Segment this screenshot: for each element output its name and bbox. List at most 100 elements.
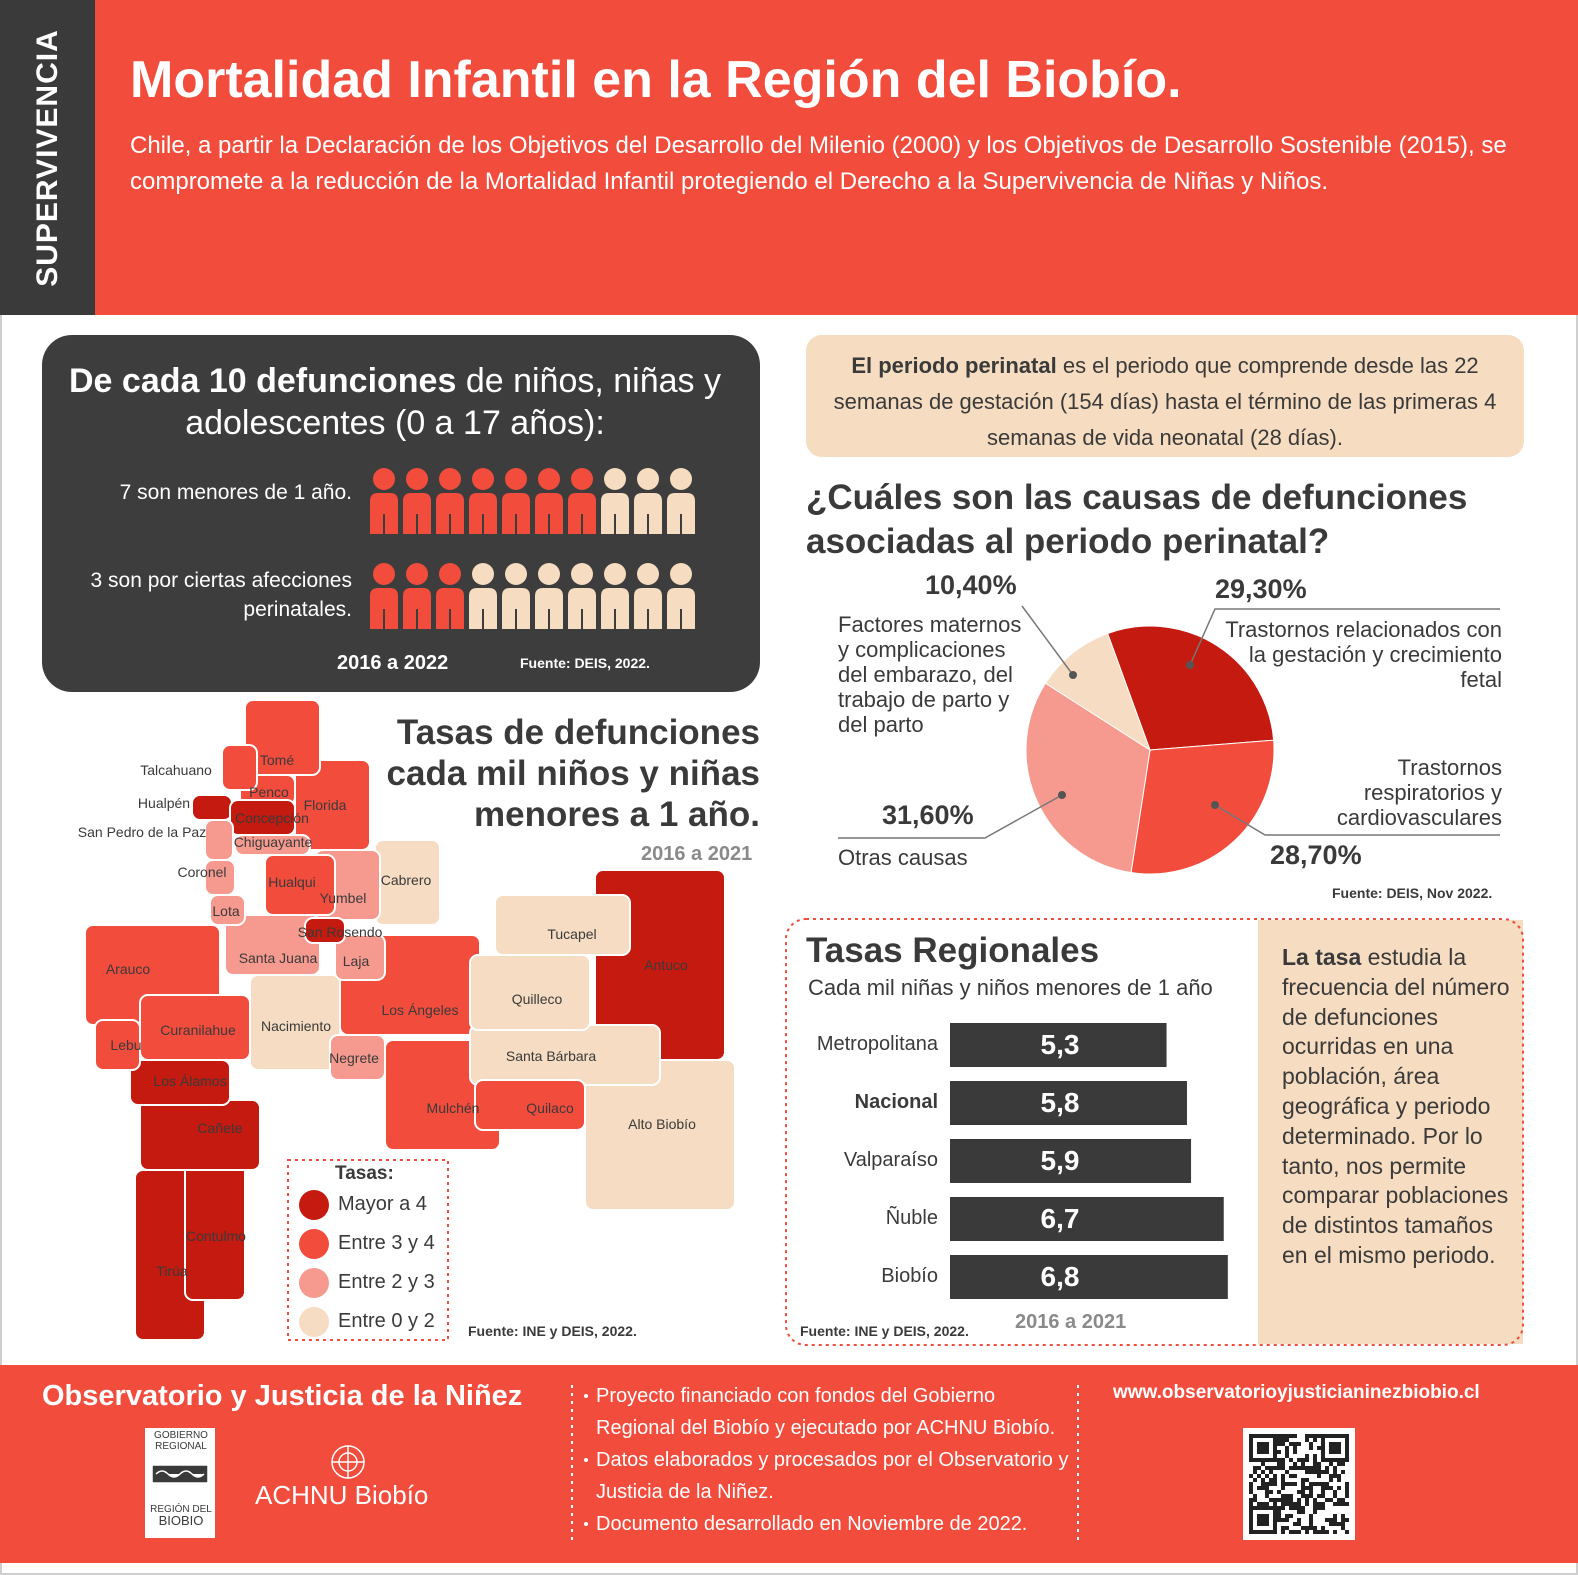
person-body bbox=[535, 493, 563, 534]
commune-label: Los Ángeles bbox=[381, 1002, 459, 1018]
qr-cell bbox=[1281, 1466, 1285, 1470]
bar-value-label: 5,9 bbox=[1040, 1145, 1080, 1176]
qr-cell bbox=[1321, 1506, 1325, 1510]
commune-label: Quilaco bbox=[526, 1100, 574, 1116]
commune-area bbox=[334, 934, 386, 981]
regional-box bbox=[785, 918, 1524, 1346]
qr-cell bbox=[1337, 1478, 1341, 1482]
rate-note-bold: La tasa bbox=[1282, 944, 1362, 970]
qr-cell bbox=[1269, 1498, 1273, 1502]
qr-cell bbox=[1333, 1470, 1337, 1474]
qr-cell bbox=[1305, 1494, 1309, 1498]
qr-cell bbox=[1341, 1518, 1345, 1522]
deaths-period: 2016 a 2022 bbox=[337, 652, 449, 674]
qr-cell bbox=[1293, 1530, 1297, 1534]
qr-cell bbox=[1277, 1458, 1281, 1462]
commune-label: Penco bbox=[249, 784, 289, 800]
person-icon bbox=[601, 468, 629, 534]
person-icon bbox=[667, 468, 695, 534]
footer-note: Documento desarrollado en Noviembre de 2… bbox=[584, 1508, 1076, 1540]
qr-cell bbox=[1313, 1462, 1317, 1466]
qr-cell bbox=[1257, 1466, 1261, 1470]
qr-cell bbox=[1321, 1470, 1325, 1474]
commune-label: San Rosendo bbox=[297, 924, 383, 940]
qr-cell bbox=[1309, 1518, 1313, 1522]
qr-cell bbox=[1313, 1506, 1317, 1510]
pie-title: ¿Cuáles son las causas de defunciones as… bbox=[806, 478, 1468, 561]
qr-cell bbox=[1297, 1510, 1301, 1514]
qr-cell bbox=[1309, 1446, 1313, 1450]
qr-cell bbox=[1345, 1494, 1349, 1498]
footer-note: Proyecto financiado con fondos del Gobie… bbox=[584, 1380, 1076, 1444]
pie-value-label: 28,70% bbox=[1270, 840, 1362, 870]
qr-cell bbox=[1309, 1514, 1313, 1518]
pie-value-label: 10,40% bbox=[925, 570, 1017, 600]
qr-cell bbox=[1265, 1482, 1269, 1486]
gov-logo-line: GOBIERNO bbox=[154, 1430, 208, 1441]
commune-area bbox=[329, 1034, 386, 1081]
qr-cell bbox=[1337, 1522, 1341, 1526]
un-emblem bbox=[331, 1445, 365, 1479]
qr-cell bbox=[1305, 1502, 1309, 1506]
commune-label: Lota bbox=[212, 903, 240, 919]
map-source: Fuente: INE y DEIS, 2022. bbox=[468, 1323, 637, 1339]
qr-cell bbox=[1313, 1530, 1317, 1534]
commune-area bbox=[469, 954, 591, 1031]
qr-cell bbox=[1317, 1466, 1321, 1470]
qr-cell bbox=[1281, 1458, 1285, 1462]
qr-cell bbox=[1277, 1518, 1281, 1522]
person-icon bbox=[502, 468, 530, 534]
qr-cell bbox=[1285, 1482, 1289, 1486]
qr-cell bbox=[1309, 1466, 1313, 1470]
qr-cell bbox=[1325, 1486, 1329, 1490]
qr-cell bbox=[1277, 1442, 1281, 1446]
qr-cell bbox=[1281, 1498, 1285, 1502]
qr-cell bbox=[1289, 1442, 1293, 1446]
qr-cell bbox=[1297, 1530, 1301, 1534]
qr-cell bbox=[1333, 1474, 1337, 1478]
gov-logo-line: BIOBIO bbox=[158, 1513, 204, 1528]
qr-cell bbox=[1317, 1494, 1321, 1498]
qr-cell bbox=[1329, 1462, 1333, 1466]
commune-area bbox=[304, 917, 346, 944]
commune-label: Concepción bbox=[235, 810, 309, 826]
qr-cell bbox=[1317, 1434, 1321, 1438]
person-body bbox=[667, 588, 695, 629]
leader-dot bbox=[1058, 791, 1066, 799]
person-icon bbox=[403, 563, 431, 629]
qr-cell bbox=[1301, 1490, 1305, 1494]
deaths-heading: De cada 10 defunciones de niños, niñas y… bbox=[60, 360, 730, 444]
person-head bbox=[670, 468, 692, 490]
bar-value-label: 6,8 bbox=[1040, 1261, 1080, 1292]
person-head bbox=[571, 468, 593, 490]
qr-cell bbox=[1289, 1530, 1293, 1534]
qr-cell bbox=[1325, 1466, 1329, 1470]
person-icon bbox=[568, 468, 596, 534]
person-head bbox=[505, 563, 527, 585]
commune-label: Nacimiento bbox=[260, 1018, 332, 1034]
person-head bbox=[670, 563, 692, 585]
qr-code bbox=[1249, 1434, 1349, 1534]
note-panel bbox=[1258, 920, 1523, 1344]
qr-cell bbox=[1293, 1434, 1297, 1438]
qr-cell bbox=[1329, 1478, 1333, 1482]
qr-cell bbox=[1249, 1502, 1253, 1506]
commune-label: Cabrero bbox=[380, 872, 432, 888]
qr-cell bbox=[1325, 1530, 1329, 1534]
legend-swatch bbox=[299, 1307, 329, 1337]
pie-value-label: 31,60% bbox=[882, 800, 974, 830]
qr-cell bbox=[1285, 1494, 1289, 1498]
qr-cell bbox=[1285, 1518, 1289, 1522]
qr-cell bbox=[1277, 1434, 1281, 1438]
qr-cell bbox=[1329, 1474, 1333, 1478]
legend-label: Entre 0 y 2 bbox=[338, 1310, 435, 1332]
pie-category-label: Trastornos respiratorios y cardiovascula… bbox=[1336, 755, 1502, 830]
commune-label: Tirúa bbox=[156, 1263, 188, 1279]
qr-cell bbox=[1285, 1434, 1289, 1438]
deaths-heading-rest: de niños, niñas y adolescentes (0 a 17 a… bbox=[185, 362, 721, 442]
leader-dot bbox=[1211, 801, 1219, 809]
qr-cell bbox=[1337, 1498, 1341, 1502]
qr-finder bbox=[1321, 1434, 1349, 1462]
qr-cell bbox=[1269, 1466, 1273, 1470]
qr-cell bbox=[1301, 1510, 1305, 1514]
